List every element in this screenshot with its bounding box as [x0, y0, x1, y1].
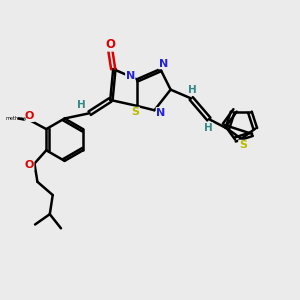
Text: methoxy: methoxy [5, 116, 27, 121]
Text: H: H [188, 85, 197, 94]
Text: N: N [159, 59, 168, 69]
Text: O: O [105, 38, 115, 51]
Text: H: H [77, 100, 86, 110]
Text: O: O [25, 160, 34, 170]
Text: N: N [156, 108, 166, 118]
Text: N: N [126, 71, 135, 81]
Text: S: S [239, 140, 247, 150]
Text: O: O [25, 111, 34, 122]
Text: H: H [204, 123, 213, 133]
Text: S: S [131, 107, 139, 117]
